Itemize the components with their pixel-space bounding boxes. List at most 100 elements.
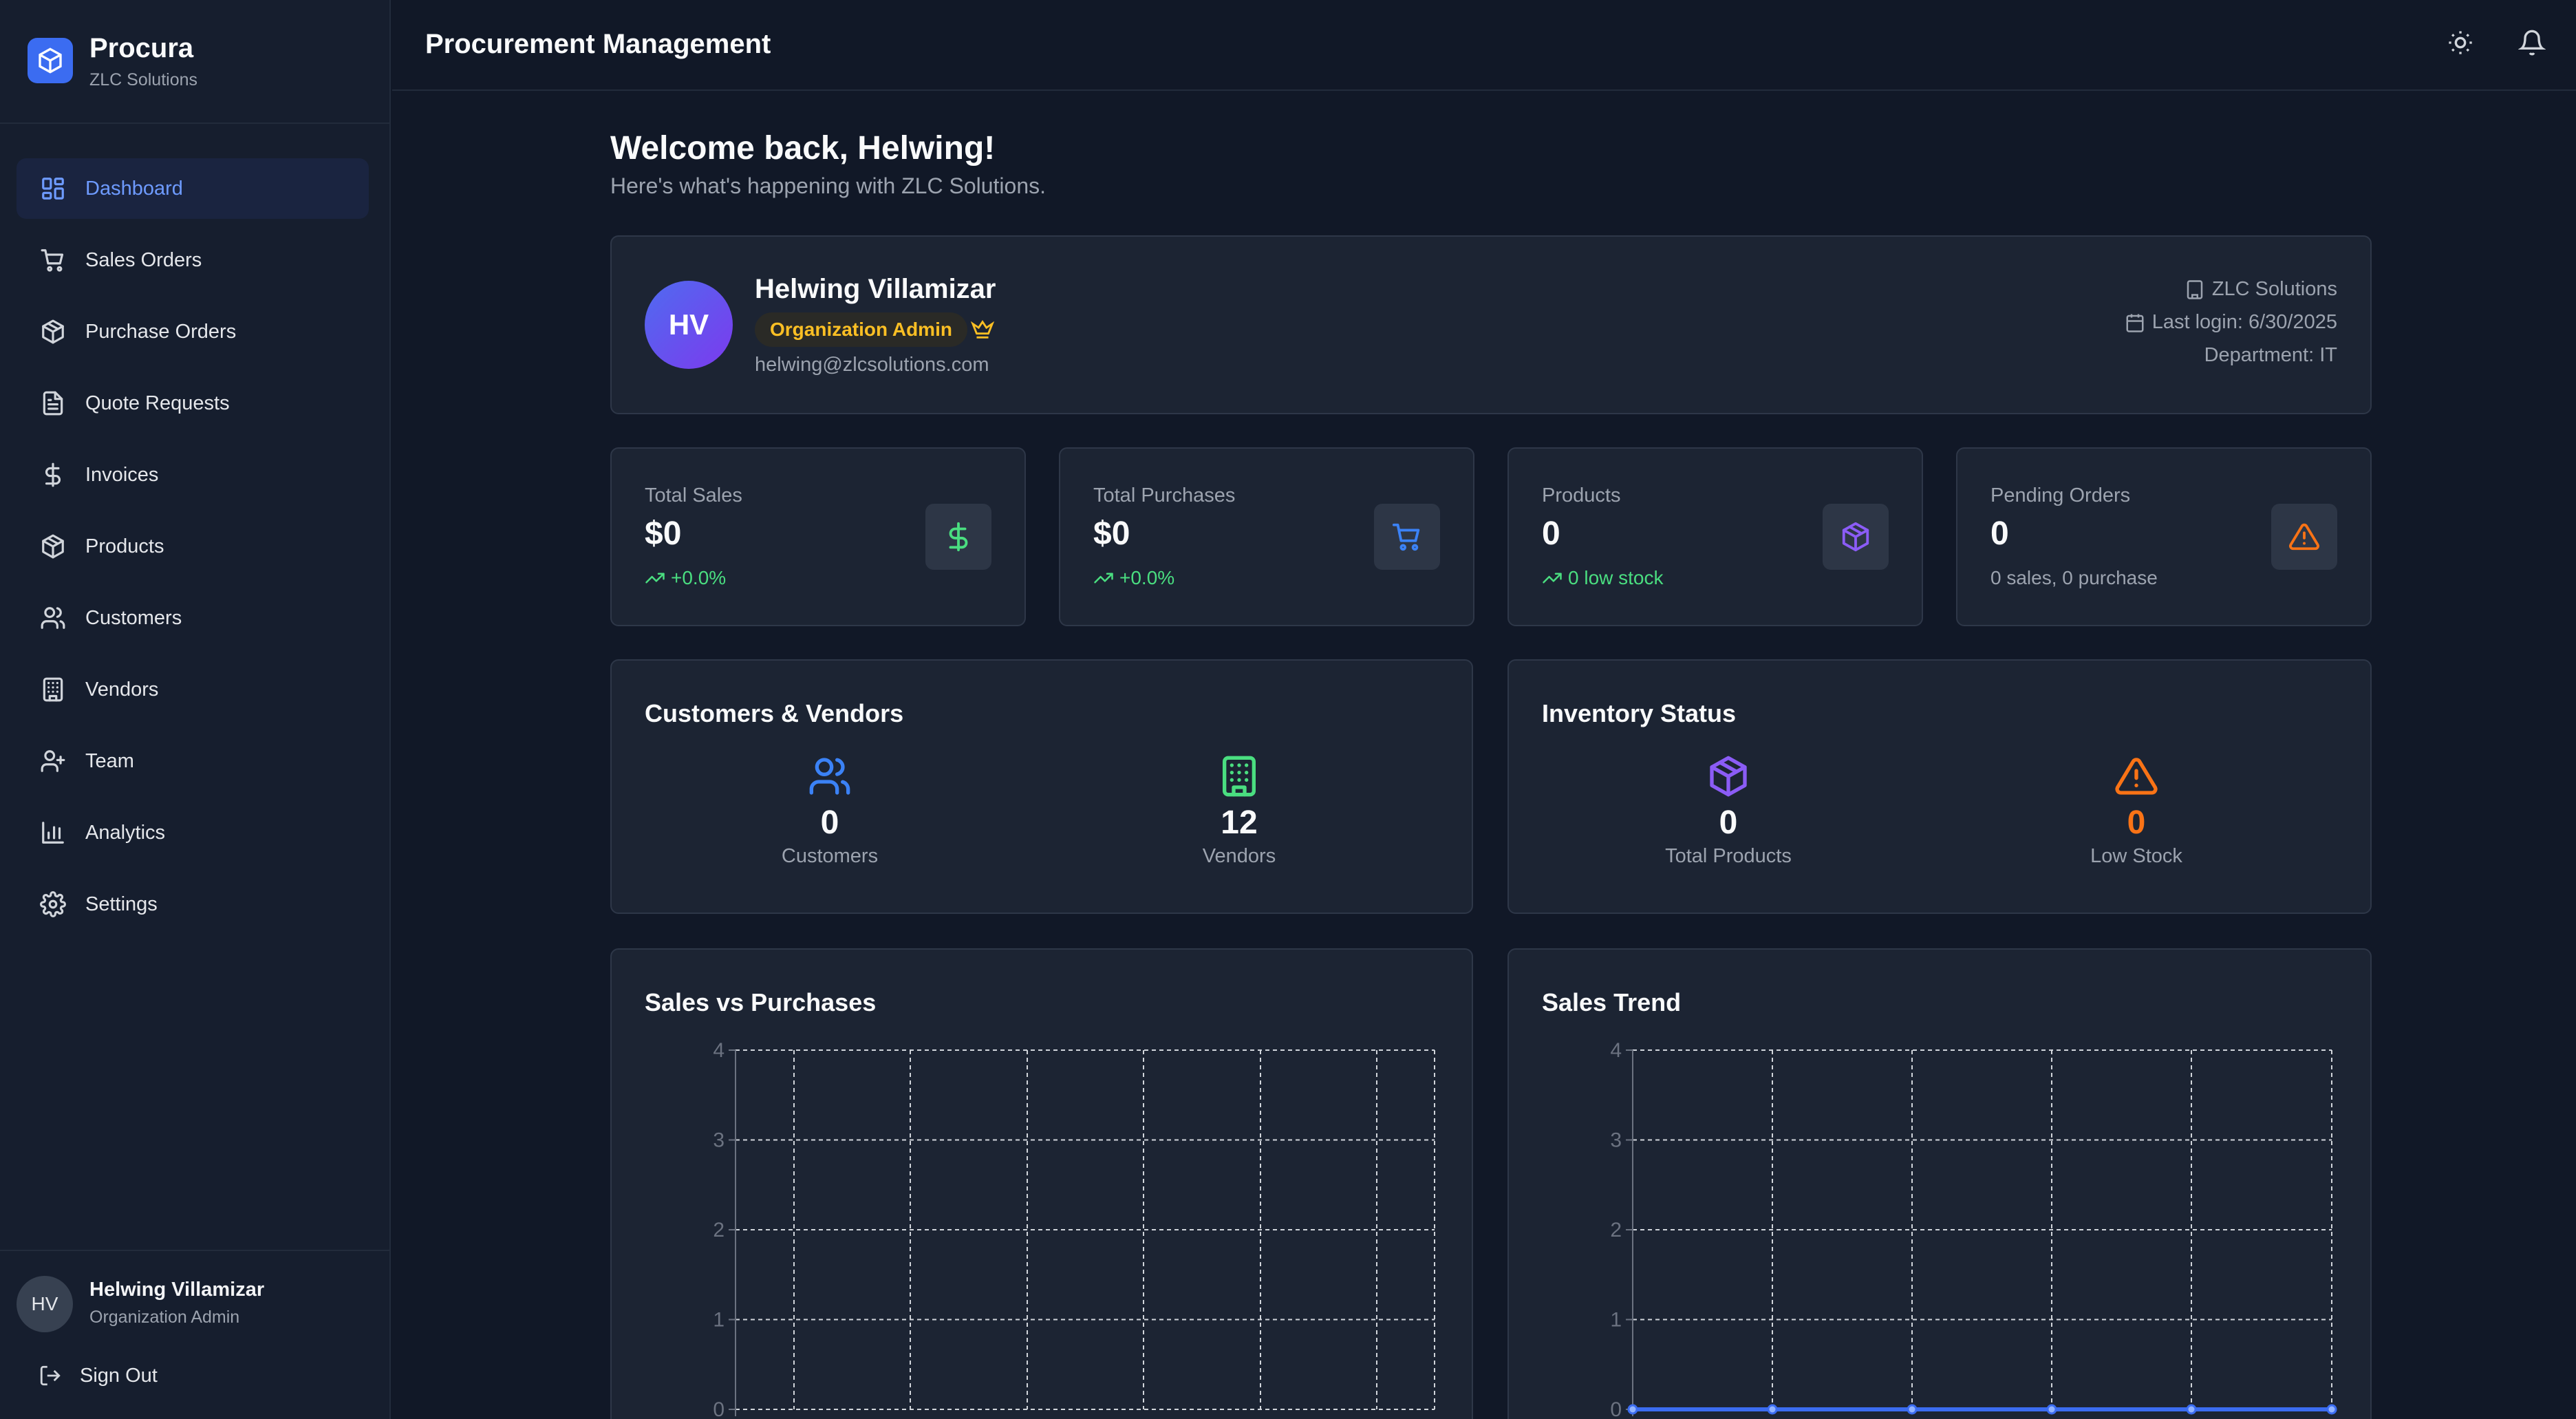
warning-icon bbox=[2289, 523, 2319, 551]
stat-label: Total Sales bbox=[645, 484, 742, 506]
users-icon bbox=[809, 758, 850, 795]
stat-card-total-purchases: Total Purchases $0 +0.0% bbox=[1059, 447, 1474, 626]
sidebar-item-analytics[interactable]: Analytics bbox=[17, 802, 369, 863]
data-point[interactable] bbox=[1627, 1404, 1638, 1415]
y-tick-label: 1 bbox=[1610, 1309, 1622, 1332]
y-tick-label: 4 bbox=[1610, 1039, 1622, 1062]
inventory-status-title: Inventory Status bbox=[1542, 699, 1737, 727]
dollar-icon bbox=[45, 462, 61, 487]
profile-last-login: Last login: 6/30/2025 bbox=[2125, 311, 2337, 334]
sidebar-item-quote-requests[interactable]: Quote Requests bbox=[17, 373, 369, 434]
stat-card-products: Products 0 0 low stock bbox=[1507, 447, 1923, 626]
bar-chart-icon bbox=[42, 822, 64, 844]
sidebar-item-team[interactable]: Team bbox=[17, 731, 369, 791]
stat-value: $0 bbox=[645, 515, 682, 552]
sidebar-item-label: Analytics bbox=[85, 821, 166, 844]
sidebar: Procura ZLC Solutions Dashboard Sales Ord… bbox=[0, 0, 391, 1419]
brand-name: Procura bbox=[89, 33, 194, 63]
building-icon bbox=[1223, 756, 1256, 797]
stat-sub: 0 low stock bbox=[1542, 567, 1664, 589]
stat-icon-box bbox=[2271, 504, 2337, 570]
page-title: Procurement Management bbox=[425, 29, 771, 59]
sidebar-item-label: Purchase Orders bbox=[85, 320, 237, 343]
inventory-low-stock: 0 Low Stock bbox=[2033, 754, 2240, 868]
profile-card: HV Helwing Villamizar Organization Admin… bbox=[610, 235, 2372, 414]
gear-icon bbox=[40, 891, 66, 917]
sidebar-item-settings[interactable]: Settings bbox=[17, 874, 369, 935]
metric-label: Customers bbox=[781, 845, 879, 867]
trending-up-icon bbox=[1094, 573, 1113, 584]
stat-card-pending-orders: Pending Orders 0 0 sales, 0 purchase bbox=[1956, 447, 2372, 626]
sidebar-nav: Dashboard Sales Orders Purchase Orders Quot… bbox=[17, 158, 369, 946]
brand-logo[interactable] bbox=[28, 38, 73, 83]
sales-vs-purchases-card: Sales vs Purchases 0 1 2 3 4 bbox=[610, 948, 1473, 1419]
profile-org-label: ZLC Solutions bbox=[2211, 278, 2337, 300]
user-plus-icon bbox=[41, 750, 65, 772]
stat-label: Total Purchases bbox=[1093, 484, 1236, 506]
metric-value: 0 bbox=[1719, 804, 1738, 841]
data-point[interactable] bbox=[2046, 1404, 2057, 1415]
inventory-status-card: Inventory Status 0 Total Products 0 Low S… bbox=[1507, 659, 2372, 914]
stat-icon-box bbox=[925, 504, 991, 570]
sidebar-item-vendors[interactable]: Vendors bbox=[17, 659, 369, 720]
sidebar-item-purchase-orders[interactable]: Purchase Orders bbox=[17, 301, 369, 362]
metric-value: 12 bbox=[1221, 804, 1258, 841]
document-icon bbox=[43, 391, 63, 416]
profile-department: Department: IT bbox=[2204, 344, 2337, 366]
metric-label: Low Stock bbox=[2090, 845, 2182, 867]
package-icon bbox=[42, 319, 64, 344]
metric-value: 0 bbox=[820, 804, 839, 841]
y-tick-label: 3 bbox=[713, 1129, 724, 1152]
sidebar-item-sales-orders[interactable]: Sales Orders bbox=[17, 230, 369, 290]
users-icon bbox=[41, 607, 65, 629]
package-icon bbox=[42, 534, 64, 559]
avatar[interactable]: HV bbox=[17, 1276, 73, 1332]
calendar-icon bbox=[2126, 314, 2144, 332]
profile-name: Helwing Villamizar bbox=[755, 274, 996, 304]
package-icon bbox=[1710, 756, 1747, 797]
sign-out-label: Sign Out bbox=[80, 1364, 158, 1387]
stat-sub: +0.0% bbox=[645, 567, 726, 589]
data-point[interactable] bbox=[1767, 1404, 1778, 1415]
last-login-label: Last login: 6/30/2025 bbox=[2151, 311, 2337, 333]
bell-icon[interactable] bbox=[2518, 29, 2546, 56]
role-badge: Organization Admin bbox=[755, 312, 967, 347]
customers_vendors-customers: 0 Customers bbox=[727, 754, 933, 868]
package-icon bbox=[1842, 522, 1869, 552]
building-icon bbox=[2187, 279, 2203, 299]
stat-card-total-sales: Total Sales $0 +0.0% bbox=[610, 447, 1026, 626]
sidebar-item-label: Quote Requests bbox=[85, 392, 230, 414]
logout-icon bbox=[40, 1365, 61, 1386]
sun-icon[interactable] bbox=[2447, 29, 2474, 56]
building-icon bbox=[43, 677, 63, 702]
sidebar-item-dashboard[interactable]: Dashboard bbox=[17, 158, 369, 219]
sign-out-button[interactable]: Sign Out bbox=[39, 1364, 158, 1387]
inventory-total-products: 0 Total Products bbox=[1625, 754, 1832, 868]
brand-org: ZLC Solutions bbox=[89, 70, 198, 89]
metric-label: Total Products bbox=[1665, 845, 1792, 867]
sidebar-item-label: Sales Orders bbox=[85, 248, 202, 271]
y-tick-label: 2 bbox=[1610, 1219, 1622, 1241]
sidebar-item-invoices[interactable]: Invoices bbox=[17, 445, 369, 505]
sidebar-item-products[interactable]: Products bbox=[17, 516, 369, 577]
sidebar-item-customers[interactable]: Customers bbox=[17, 588, 369, 648]
stat-sub-text: 0 sales, 0 purchase bbox=[1990, 567, 2158, 588]
data-point[interactable] bbox=[2186, 1404, 2197, 1415]
profile-org: ZLC Solutions bbox=[2185, 278, 2337, 301]
sidebar-user: HV Helwing Villamizar Organization Admin… bbox=[0, 1250, 391, 1419]
stat-sub-text: +0.0% bbox=[1119, 567, 1175, 588]
y-tick-label: 1 bbox=[713, 1309, 724, 1332]
y-tick-label: 4 bbox=[713, 1039, 724, 1062]
profile-email: helwing@zlcsolutions.com bbox=[755, 354, 989, 376]
stat-value: 0 bbox=[1990, 515, 2009, 552]
stat-sub: +0.0% bbox=[1093, 567, 1174, 589]
stat-icon-box bbox=[1823, 504, 1889, 570]
stat-value: 0 bbox=[1542, 515, 1560, 552]
data-point[interactable] bbox=[1907, 1404, 1918, 1415]
dollar-icon bbox=[949, 522, 968, 552]
stat-label: Products bbox=[1542, 484, 1621, 506]
stat-label: Pending Orders bbox=[1990, 484, 2131, 506]
dashboard-icon bbox=[42, 178, 64, 200]
sidebar-item-label: Dashboard bbox=[85, 177, 183, 200]
data-point[interactable] bbox=[2326, 1404, 2337, 1415]
